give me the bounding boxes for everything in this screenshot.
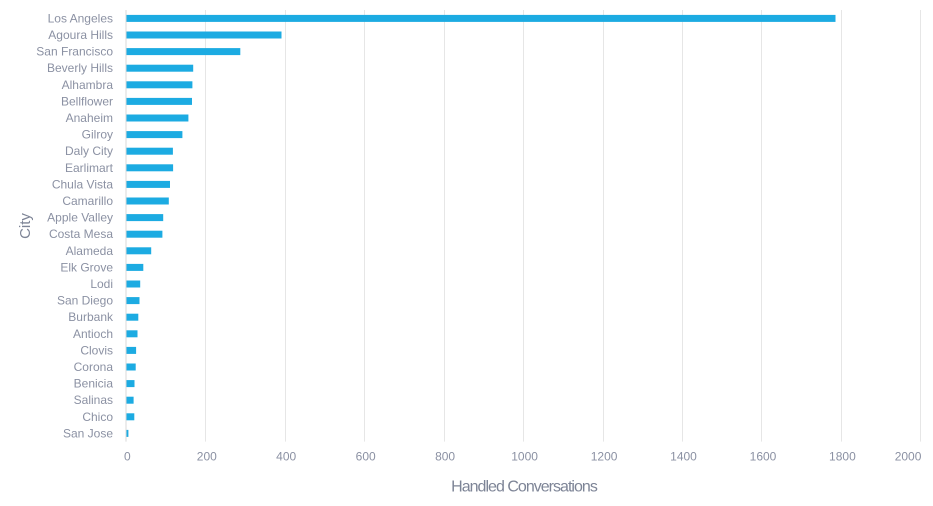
svg-text:Los Angeles: Los Angeles: [48, 11, 113, 25]
svg-text:Alameda: Alameda: [66, 244, 114, 258]
svg-text:Elk Grove: Elk Grove: [60, 260, 113, 274]
svg-text:Benicia: Benicia: [74, 377, 114, 391]
svg-text:1800: 1800: [829, 450, 856, 464]
svg-text:Bellflower: Bellflower: [61, 94, 113, 108]
svg-text:Agoura Hills: Agoura Hills: [48, 28, 113, 42]
svg-text:Antioch: Antioch: [73, 327, 113, 341]
svg-text:Apple Valley: Apple Valley: [47, 211, 113, 225]
svg-text:Alhambra: Alhambra: [62, 78, 114, 92]
svg-text:Burbank: Burbank: [68, 310, 114, 324]
svg-text:Lodi: Lodi: [90, 277, 113, 291]
svg-text:400: 400: [276, 450, 296, 464]
svg-text:1400: 1400: [670, 450, 697, 464]
svg-text:1200: 1200: [591, 450, 618, 464]
svg-text:200: 200: [197, 450, 217, 464]
svg-text:0: 0: [124, 450, 131, 464]
svg-text:Daly City: Daly City: [65, 144, 113, 158]
svg-text:City: City: [17, 213, 34, 239]
svg-text:Clovis: Clovis: [80, 343, 113, 357]
svg-text:800: 800: [435, 450, 455, 464]
svg-text:San Jose: San Jose: [63, 426, 113, 440]
svg-text:San Francisco: San Francisco: [36, 45, 113, 59]
svg-text:Camarillo: Camarillo: [62, 194, 113, 208]
svg-text:600: 600: [356, 450, 376, 464]
svg-text:Handled Conversations: Handled Conversations: [451, 479, 598, 496]
svg-text:Beverly Hills: Beverly Hills: [47, 61, 113, 75]
svg-text:Earlimart: Earlimart: [65, 161, 114, 175]
svg-text:Chula Vista: Chula Vista: [52, 177, 113, 191]
svg-text:Anaheim: Anaheim: [66, 111, 113, 125]
svg-text:1600: 1600: [750, 450, 777, 464]
svg-text:Corona: Corona: [74, 360, 114, 374]
svg-text:Salinas: Salinas: [74, 393, 113, 407]
svg-text:Gilroy: Gilroy: [82, 128, 113, 142]
svg-text:Costa Mesa: Costa Mesa: [49, 227, 113, 241]
svg-text:Chico: Chico: [82, 410, 113, 424]
svg-text:San Diego: San Diego: [57, 294, 113, 308]
svg-text:2000: 2000: [895, 450, 922, 464]
svg-text:1000: 1000: [511, 450, 538, 464]
